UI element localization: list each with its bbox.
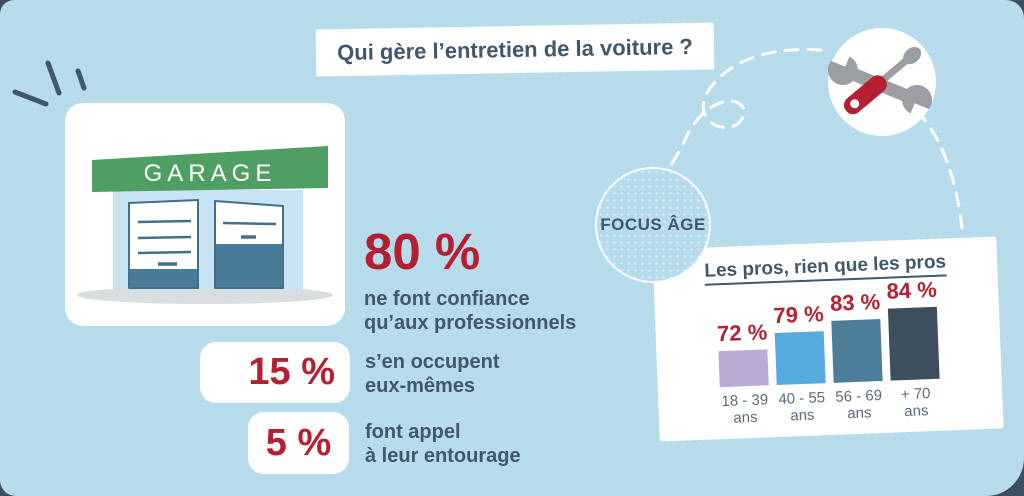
bar-chart: 72 % 18 - 39 ans 79 % 40 - 55 ans 83 % bbox=[654, 274, 1003, 431]
stat-professionals-label: ne font confiance qu’aux professionnels bbox=[364, 287, 576, 336]
stat-professionals-label-line2: qu’aux professionnels bbox=[364, 312, 577, 335]
dashed-loop-path bbox=[665, 47, 823, 174]
dashed-arc-path bbox=[915, 109, 964, 230]
stat-themselves-value: 15 % bbox=[248, 351, 335, 393]
bar-category-label: 18 - 39 ans bbox=[721, 391, 769, 429]
wrench-screwdriver-icon bbox=[827, 46, 933, 115]
bar-category-label: + 70 ans bbox=[901, 385, 932, 422]
bar-column-70-plus: 84 % + 70 ans bbox=[886, 276, 941, 423]
bar-value-label: 72 % bbox=[716, 319, 768, 347]
bar-value-label: 83 % bbox=[829, 288, 881, 316]
bar-category-range: + 70 bbox=[900, 385, 931, 404]
bar-column-56-69: 83 % 56 - 69 ans bbox=[830, 289, 884, 425]
stat-entourage-label: font appel à leur entourage bbox=[365, 420, 521, 469]
bar-category-unit: ans bbox=[846, 404, 872, 423]
stat-entourage-value: 5 % bbox=[265, 421, 332, 464]
title-banner: Qui gère l’entretien de la voiture ? bbox=[315, 22, 715, 77]
garage-shadow bbox=[77, 286, 333, 304]
screwdriver-icon bbox=[843, 46, 922, 115]
garage-door-left bbox=[128, 199, 199, 289]
bar-column-18-39: 72 % 18 - 39 ans bbox=[717, 319, 770, 429]
bar-category-label: 56 - 69 ans bbox=[835, 387, 883, 425]
stat-themselves-pill: 15 % bbox=[200, 342, 350, 403]
bar bbox=[718, 349, 769, 388]
bar-category-unit: ans bbox=[790, 406, 815, 425]
stat-professionals-value: 80 % bbox=[364, 223, 481, 280]
stat-themselves-label-line2: eux-mêmes bbox=[365, 375, 476, 398]
bar bbox=[831, 318, 883, 383]
garage-card: GARAGE bbox=[65, 103, 345, 326]
bar-category-range: 56 - 69 bbox=[835, 386, 883, 406]
focus-age-badge: FOCUS ÂGE bbox=[595, 167, 711, 283]
bar-category-range: 18 - 39 bbox=[721, 391, 769, 411]
bar-category-range: 40 - 55 bbox=[778, 389, 826, 408]
garage-sign-text: GARAGE bbox=[144, 160, 277, 187]
bar-value-label: 84 % bbox=[886, 276, 938, 304]
tools-badge bbox=[827, 28, 936, 136]
bar-value-label: 79 % bbox=[773, 301, 825, 329]
bar-category-unit: ans bbox=[733, 409, 758, 427]
garage-roof-sign bbox=[92, 146, 328, 192]
garage-illustration: GARAGE bbox=[77, 146, 333, 304]
bar-column-40-55: 79 % 40 - 55 ans bbox=[773, 301, 828, 427]
bar-category-label: 40 - 55 ans bbox=[778, 389, 826, 427]
stat-themselves-label-line1: s’en occupent bbox=[365, 351, 500, 373]
stat-entourage-label-line2: à leur entourage bbox=[365, 445, 521, 468]
stat-entourage-pill: 5 % bbox=[248, 412, 349, 474]
stat-professionals-label-line1: ne font confiance bbox=[364, 288, 530, 310]
bar-category-unit: ans bbox=[903, 402, 929, 421]
bar bbox=[774, 331, 826, 386]
bar bbox=[887, 306, 940, 381]
focus-age-label: FOCUS ÂGE bbox=[600, 215, 706, 234]
sparkle-lines-icon bbox=[12, 60, 87, 107]
garage-door-right bbox=[214, 200, 284, 289]
page-title: Qui gère l’entretien de la voiture ? bbox=[336, 33, 694, 65]
stat-professionals: 80 % ne font confiance qu’aux profession… bbox=[364, 226, 576, 336]
chart-card: Les pros, rien que les pros 72 % 18 - 39… bbox=[652, 236, 1004, 442]
stat-entourage-label-line1: font appel bbox=[365, 421, 461, 443]
stat-themselves-label: s’en occupent eux-mêmes bbox=[365, 350, 499, 399]
